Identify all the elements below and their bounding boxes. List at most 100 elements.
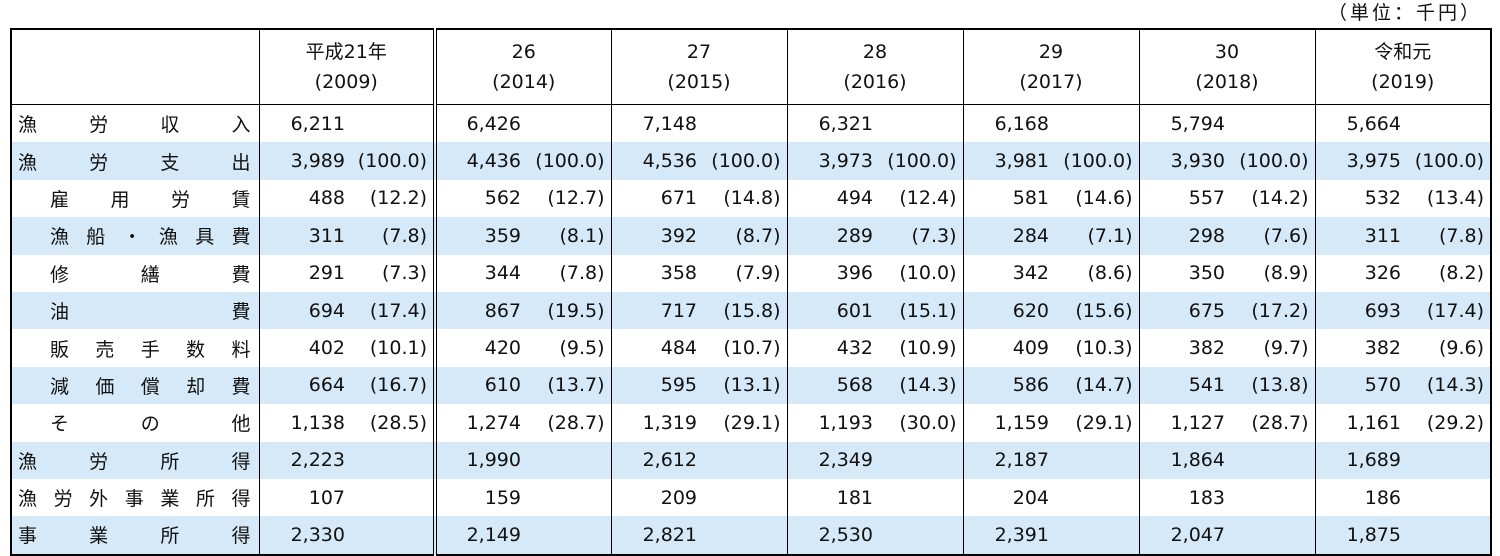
value-cell: 4,436 [435,142,527,180]
empty-cell [703,478,788,517]
row-label: 減価償却費 [11,366,260,405]
value-cell: 204 [1012,486,1049,509]
value-cell: 186 [1364,486,1401,509]
value-cell: 382 [1364,337,1401,360]
value-cell: 664 [259,366,351,405]
year-label: (2015) [667,71,731,93]
empty-cell [1407,104,1492,143]
share-cell: (10.9) [879,329,964,367]
empty-cell [1407,516,1492,555]
empty-cell [527,478,612,517]
share-cell: (8.7) [703,217,788,255]
empty-cell [879,478,964,517]
value-cell: 581 [1012,187,1049,210]
empty-cell [879,104,964,143]
empty-cell [351,478,437,517]
corner-cell [11,29,259,105]
value-cell: 382 [1188,337,1225,360]
value-cell: 1,161 [1346,411,1401,434]
share-cell: (8.2) [1407,254,1492,292]
value-cell: 5,794 [1170,112,1225,135]
value-cell: 409 [1012,337,1049,360]
row-label: その他 [11,404,260,442]
value-cell: 717 [611,291,703,330]
value-cell: 6,426 [466,112,521,135]
share-cell: (13.4) [1407,179,1492,218]
value-cell: 601 [787,291,879,330]
share-cell: (7.1) [1055,217,1140,255]
empty-cell [1407,441,1492,479]
value-cell: 562 [484,187,521,210]
share-cell: (10.3) [1055,329,1140,367]
year-label: (2016) [843,71,907,93]
share-cell: (12.7) [527,179,612,218]
value-cell: 2,149 [435,516,527,555]
row-label: 漁労支出 [11,142,260,180]
share-cell: (8.6) [1055,254,1140,292]
table-row: 油費 694 (17.4) 867 (19.5) 717 (15.8) 601 (15.1) 62… [11,291,1492,330]
value-cell: 358 [660,262,697,285]
year-header: 26 (2014) [434,29,611,105]
share-cell: (13.7) [527,366,612,405]
row-label: 漁労所得 [11,441,260,479]
value-cell: 396 [836,262,873,285]
share-cell: (7.9) [703,254,788,292]
era-label: 30 [1214,41,1240,63]
share-cell: (10.7) [703,329,788,367]
value-cell: 2,391 [963,516,1055,555]
share-cell: (8.9) [1231,254,1316,292]
year-label: (2014) [492,71,556,93]
value-cell: 2,612 [611,441,703,479]
empty-cell [351,441,437,479]
value-cell: 402 [308,337,345,360]
table-row: 漁労外事業所得 107 159 209 181 204 183 186 [11,478,1492,517]
empty-cell [1055,516,1140,555]
share-cell: (28.7) [1231,404,1316,442]
row-label: 油費 [11,291,260,330]
value-cell: 183 [1188,486,1225,509]
value-cell: 3,981 [963,142,1055,180]
table-row: 販売手数料 402 (10.1) 420 (9.5) 484 (10.7) 432 (10.9)… [11,329,1492,367]
value-cell: 3,989 [259,142,351,180]
empty-cell [879,441,964,479]
era-label: 平成21年 [305,41,387,63]
empty-cell [703,441,788,479]
value-cell: 3,975 [1315,142,1407,180]
value-cell: 432 [836,337,873,360]
table-row: 漁労収入 6,211 6,426 7,148 6,321 6,168 5,794 5,664 [11,104,1492,143]
era-label: 27 [686,41,712,63]
year-label: (2019) [1371,71,1435,93]
share-cell: (14.2) [1231,179,1316,218]
empty-cell [1231,104,1316,143]
share-cell: (10.0) [879,254,964,292]
value-cell: 3,973 [787,142,879,180]
share-cell: (14.8) [703,179,788,218]
value-cell: 570 [1315,366,1407,405]
value-cell: 359 [435,217,527,255]
value-cell: 494 [836,187,873,210]
value-cell: 1,159 [994,411,1049,434]
era-label: 令和元 [1374,41,1432,63]
share-cell: (14.7) [1055,366,1140,405]
table-row: その他 1,138 (28.5) 1,274 (28.7) 1,319 (29.1) 1,19… [11,404,1492,442]
empty-cell [1407,478,1492,517]
table-row: 事業所得 2,330 2,149 2,821 2,530 2,391 2,047 1,875 [11,516,1492,555]
empty-cell [1055,478,1140,517]
value-cell: 342 [1012,262,1049,285]
value-cell: 344 [484,262,521,285]
value-cell: 4,536 [611,142,703,180]
table-row: 修繕費 291 (7.3) 344 (7.8) 358 (7.9) 396 (10.0) 342 (… [11,254,1492,292]
era-label: 29 [1038,41,1064,63]
share-cell: (8.1) [527,217,612,255]
share-cell: (100.0) [703,142,788,180]
empty-cell [703,516,788,555]
value-cell: 488 [308,187,345,210]
value-cell: 6,211 [290,112,345,135]
value-cell: 568 [787,366,879,405]
value-cell: 532 [1364,187,1401,210]
share-cell: (7.3) [351,254,437,292]
value-cell: 1,990 [435,441,527,479]
value-cell: 2,047 [1139,516,1231,555]
share-cell: (28.7) [527,404,612,442]
